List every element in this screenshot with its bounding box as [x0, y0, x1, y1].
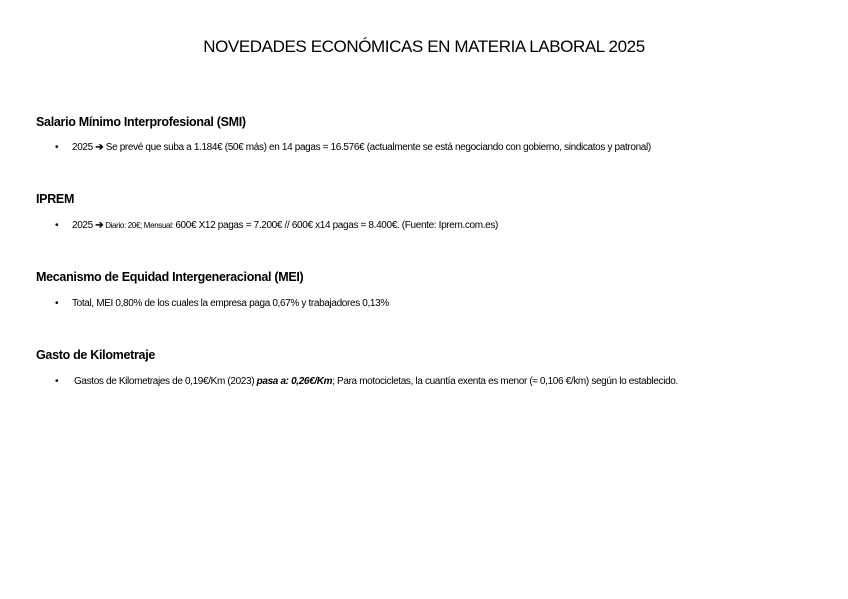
- section-heading-smi: Salario Mínimo Interprofesional (SMI): [36, 115, 246, 129]
- list-item: • 2025 ➔ Diario: 20€; Mensual: 600€ X12 p…: [55, 220, 498, 231]
- bullet-icon: •: [55, 298, 59, 309]
- arrow-icon: ➔: [95, 142, 104, 153]
- page-title: NOVEDADES ECONÓMICAS EN MATERIA LABORAL …: [203, 37, 645, 56]
- section-heading-iprem: IPREM: [36, 192, 75, 206]
- bullet-icon: •: [55, 220, 59, 231]
- list-item: • Gastos de Kilometrajes de 0,19€/Km (202…: [55, 376, 678, 387]
- bullet-icon: •: [55, 142, 59, 153]
- section-heading-kilometraje: Gasto de Kilometraje: [36, 348, 156, 362]
- list-item: • Total, MEI 0,80% de los cuales la empre…: [55, 298, 389, 309]
- section-heading-mei: Mecanismo de Equidad Intergeneracional (…: [36, 270, 304, 284]
- bullet-icon: •: [55, 376, 59, 387]
- list-item: • 2025 ➔ Se prevé que suba a 1.184€ (50€ …: [55, 142, 651, 153]
- arrow-icon: ➔: [95, 220, 104, 231]
